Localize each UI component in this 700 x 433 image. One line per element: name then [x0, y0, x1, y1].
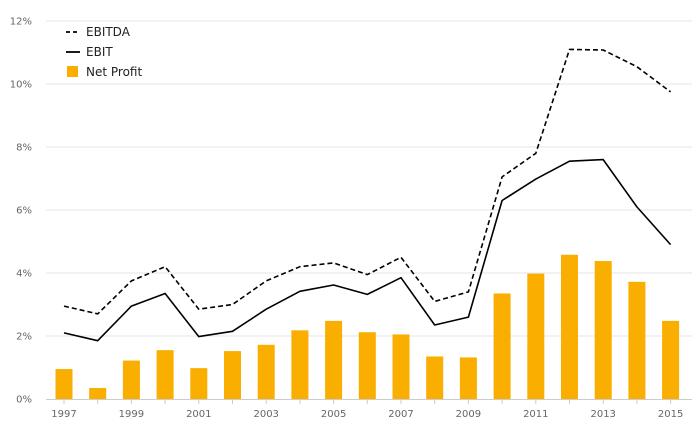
- net-profit-bar: [594, 261, 612, 399]
- grid-lines: [46, 20, 692, 337]
- net-profit-bar: [325, 320, 343, 399]
- net-profit-bar: [291, 330, 309, 399]
- net-profit-bar: [662, 320, 680, 399]
- net-profit-bar: [122, 360, 140, 399]
- ebitda-line: [63, 48, 672, 315]
- legend-label-ebitda: EBITDA: [86, 25, 131, 39]
- net-profit-bar: [190, 368, 208, 399]
- net-profit-bar: [257, 344, 275, 399]
- net-profit-bar: [527, 273, 545, 399]
- net-profit-bar: [89, 387, 107, 399]
- x-tick-label: 2013: [590, 409, 615, 420]
- x-tick-label: 2015: [658, 409, 683, 420]
- y-tick-label: 0%: [16, 395, 32, 406]
- x-tick-label: 2003: [253, 409, 278, 420]
- net-profit-bar: [358, 332, 376, 399]
- axes: 0% 2% 4% 6% 8% 10% 12% 1997 1999 2001 2003 2005 2007…: [10, 17, 692, 420]
- y-tick-label: 4%: [16, 269, 32, 280]
- net-profit-bar: [493, 293, 511, 399]
- ebit-line: [63, 158, 672, 342]
- x-tick-label: 2011: [523, 409, 548, 420]
- line-series: [63, 48, 672, 342]
- x-tick-label: 1997: [51, 409, 76, 420]
- net-profit-bar: [628, 281, 646, 399]
- x-tick-label: 1999: [119, 409, 144, 420]
- net-profit-bar: [224, 351, 241, 399]
- legend-swatch-net-profit: [67, 66, 78, 77]
- x-tick-label: 2009: [456, 409, 481, 420]
- net-profit-bar: [55, 369, 73, 399]
- legend-label-net-profit: Net Profit: [86, 65, 142, 79]
- net-profit-bars: [55, 254, 680, 399]
- legend-label-ebit: EBIT: [86, 45, 113, 59]
- net-profit-bar: [459, 357, 477, 399]
- y-tick-label: 8%: [16, 143, 32, 154]
- x-tick-label: 2007: [388, 409, 413, 420]
- x-tick-label: 2005: [321, 409, 346, 420]
- legend: EBITDA EBIT Net Profit: [66, 25, 142, 79]
- y-tick-label: 12%: [10, 17, 32, 28]
- net-profit-bar: [561, 254, 578, 399]
- y-tick-label: 2%: [16, 332, 32, 343]
- net-profit-bar: [426, 356, 444, 399]
- y-tick-label: 6%: [16, 206, 32, 217]
- net-profit-bar: [156, 350, 174, 399]
- y-tick-label: 10%: [10, 80, 32, 91]
- x-tick-label: 2001: [186, 409, 211, 420]
- net-profit-bar: [392, 334, 410, 399]
